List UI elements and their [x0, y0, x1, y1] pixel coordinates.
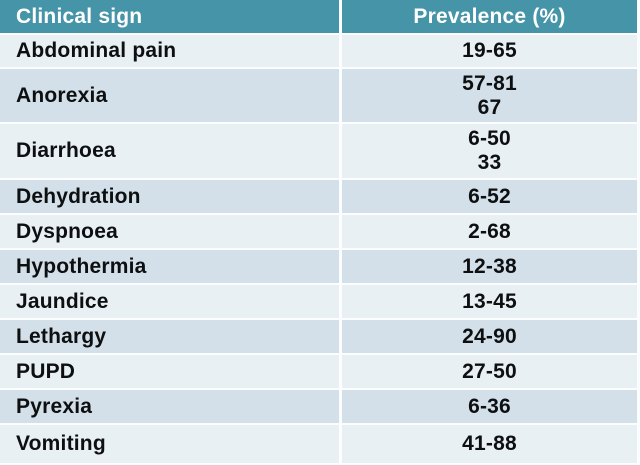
clinical-sign-cell: Diarrhoea: [0, 124, 339, 178]
prevalence-value: 13-45: [462, 289, 517, 313]
prevalence-cell: 6-36: [342, 390, 637, 423]
clinical-sign-cell: Vomiting: [0, 425, 339, 463]
clinical-sign-cell: Dyspnoea: [0, 215, 339, 248]
table-row: Diarrhoea 6-50 33: [0, 124, 637, 178]
clinical-sign-cell: Jaundice: [0, 285, 339, 318]
clinical-sign-cell: Lethargy: [0, 320, 339, 353]
table-row: Dehydration 6-52: [0, 180, 637, 213]
prevalence-cell: 57-81 67: [342, 69, 637, 122]
prevalence-cell: 12-38: [342, 250, 637, 283]
header-clinical-sign: Clinical sign: [0, 0, 339, 33]
prevalence-value: 2-68: [468, 219, 511, 243]
header-prevalence: Prevalence (%): [342, 0, 637, 33]
prevalence-value: 57-81: [462, 71, 517, 95]
prevalence-value: 24-90: [462, 324, 517, 348]
prevalence-value: 41-88: [462, 432, 517, 455]
prevalence-cell: 6-50 33: [342, 124, 637, 178]
prevalence-value: 6-36: [468, 394, 511, 418]
clinical-sign-cell: Pyrexia: [0, 390, 339, 423]
prevalence-value: 19-65: [462, 39, 517, 62]
prevalence-value: 6-52: [468, 184, 511, 208]
clinical-sign-cell: Anorexia: [0, 69, 339, 122]
table-row: Hypothermia 12-38: [0, 250, 637, 283]
table-row: PUPD 27-50: [0, 355, 637, 388]
table-header-row: Clinical sign Prevalence (%): [0, 0, 637, 33]
prevalence-cell: 6-52: [342, 180, 637, 213]
prevalence-cell: 19-65: [342, 35, 637, 67]
prevalence-cell: 27-50: [342, 355, 637, 388]
prevalence-value: 33: [477, 151, 502, 174]
prevalence-cell: 2-68: [342, 215, 637, 248]
prevalence-value: 6-50: [468, 127, 511, 150]
table-row: Dyspnoea 2-68: [0, 215, 637, 248]
clinical-sign-cell: Dehydration: [0, 180, 339, 213]
table-row: Abdominal pain 19-65: [0, 35, 637, 67]
prevalence-cell: 41-88: [342, 425, 637, 463]
table-row: Pyrexia 6-36: [0, 390, 637, 423]
clinical-sign-cell: Abdominal pain: [0, 35, 339, 67]
prevalence-value: 12-38: [462, 254, 517, 278]
prevalence-value: 67: [477, 95, 502, 119]
clinical-sign-cell: PUPD: [0, 355, 339, 388]
table-row: Lethargy 24-90: [0, 320, 637, 353]
table-row: Anorexia 57-81 67: [0, 69, 637, 122]
prevalence-cell: 24-90: [342, 320, 637, 353]
prevalence-value: 27-50: [462, 359, 517, 383]
table-body: Abdominal pain 19-65 Anorexia 57-81 67 Diarrh…: [0, 35, 637, 463]
table-row: Jaundice 13-45: [0, 285, 637, 318]
table-row: Vomiting 41-88: [0, 425, 637, 463]
clinical-sign-cell: Hypothermia: [0, 250, 339, 283]
prevalence-cell: 13-45: [342, 285, 637, 318]
